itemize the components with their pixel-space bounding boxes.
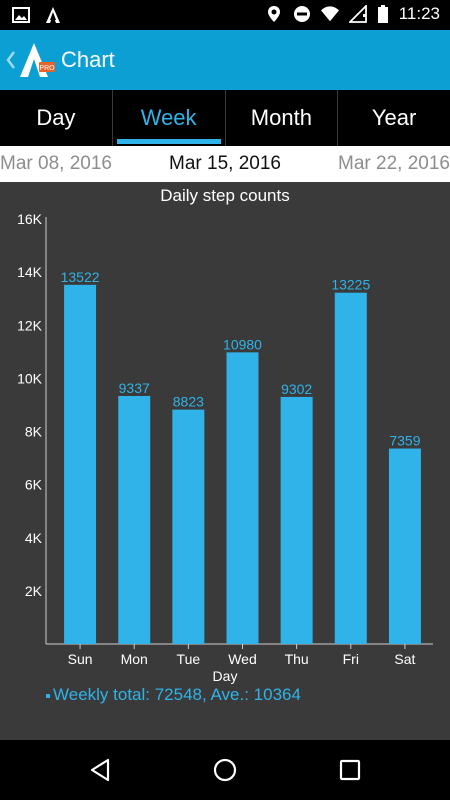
bar	[334, 292, 367, 644]
legend-swatch	[46, 693, 50, 698]
y-tick-label: 16K	[17, 211, 43, 227]
battery-icon	[377, 5, 388, 23]
tab-month-label: Month	[250, 105, 312, 130]
data-label: 13522	[61, 269, 100, 285]
y-tick-label: 10K	[17, 370, 43, 386]
y-tick-label: 12K	[17, 317, 43, 333]
x-tick-label: Tue	[177, 651, 201, 667]
do-not-disturb-icon	[293, 6, 310, 22]
y-tick-label: 14K	[17, 264, 43, 280]
tab-day-label: Day	[36, 105, 76, 130]
tab-week[interactable]: Week	[111, 90, 225, 146]
recents-icon[interactable]	[337, 757, 363, 783]
x-tick-label: Fri	[343, 651, 359, 667]
bar	[118, 395, 151, 644]
image-icon	[12, 7, 30, 23]
back-icon[interactable]	[87, 757, 113, 783]
y-tick-label: 6K	[25, 477, 43, 493]
tab-week-label: Week	[140, 105, 197, 130]
tab-indicator	[116, 139, 221, 144]
app-logo[interactable]: PRO	[18, 42, 56, 78]
x-tick-label: Sun	[68, 651, 93, 667]
chart-title: Daily step counts	[160, 186, 290, 205]
data-label: 9337	[119, 380, 150, 396]
logo-badge-text: PRO	[39, 65, 55, 72]
chevron-left-icon[interactable]	[6, 50, 16, 70]
x-tick-label: Wed	[228, 651, 257, 667]
app-bar: PRO Chart	[0, 30, 450, 90]
status-time: 11:23	[398, 4, 440, 23]
step-count-chart: 2K 4K 6K 8K 10K 12K 14K 16K 13522 Sun 9337 Mon 8823 T…	[17, 211, 433, 684]
page-title: Chart	[61, 47, 115, 72]
tab-year[interactable]: Year	[337, 90, 450, 146]
next-date-button[interactable]: Mar 22, 2016	[338, 153, 450, 174]
data-label: 13225	[331, 277, 370, 293]
y-tick-label: 2K	[25, 583, 43, 599]
date-navigation: Mar 15, 2016 Mar 08, 2016 Mar 22, 2016	[0, 146, 450, 182]
tab-day[interactable]: Day	[0, 90, 112, 146]
system-nav-bar	[0, 740, 450, 800]
data-label: 7359	[389, 433, 420, 449]
tab-year-label: Year	[371, 105, 417, 130]
app-notification-icon	[46, 7, 60, 23]
tab-month[interactable]: Month	[224, 90, 338, 146]
signal-icon	[348, 5, 367, 23]
previous-date-button[interactable]: Mar 08, 2016	[0, 153, 112, 174]
weekly-summary: Weekly total: 72548, Ave.: 10364	[46, 685, 301, 705]
data-label: 8823	[173, 394, 204, 410]
x-tick-label: Mon	[121, 651, 148, 667]
bar	[172, 409, 205, 644]
data-label: 10980	[223, 336, 262, 352]
current-date: Mar 15, 2016	[169, 153, 281, 174]
bar	[64, 284, 97, 644]
status-bar: 11:23	[0, 0, 450, 30]
x-tick-label: Sat	[394, 651, 415, 667]
bar	[388, 448, 421, 644]
x-tick-label: Thu	[285, 651, 309, 667]
chart-area: 2K 4K 6K 8K 10K 12K 14K 16K 13522 Sun 9337 Mon 8823 T…	[0, 182, 450, 740]
weekly-summary-text: Weekly total: 72548, Ave.: 10364	[53, 685, 301, 704]
bar	[226, 352, 259, 644]
wifi-icon	[320, 6, 339, 22]
location-icon	[267, 6, 280, 22]
y-tick-label: 4K	[25, 530, 43, 546]
x-axis-label: Day	[213, 668, 238, 684]
bar	[280, 396, 313, 644]
period-tabs: Day Week Month Year	[0, 90, 450, 146]
data-label: 9302	[281, 381, 312, 397]
y-tick-label: 8K	[25, 424, 43, 440]
home-icon[interactable]	[212, 757, 238, 783]
